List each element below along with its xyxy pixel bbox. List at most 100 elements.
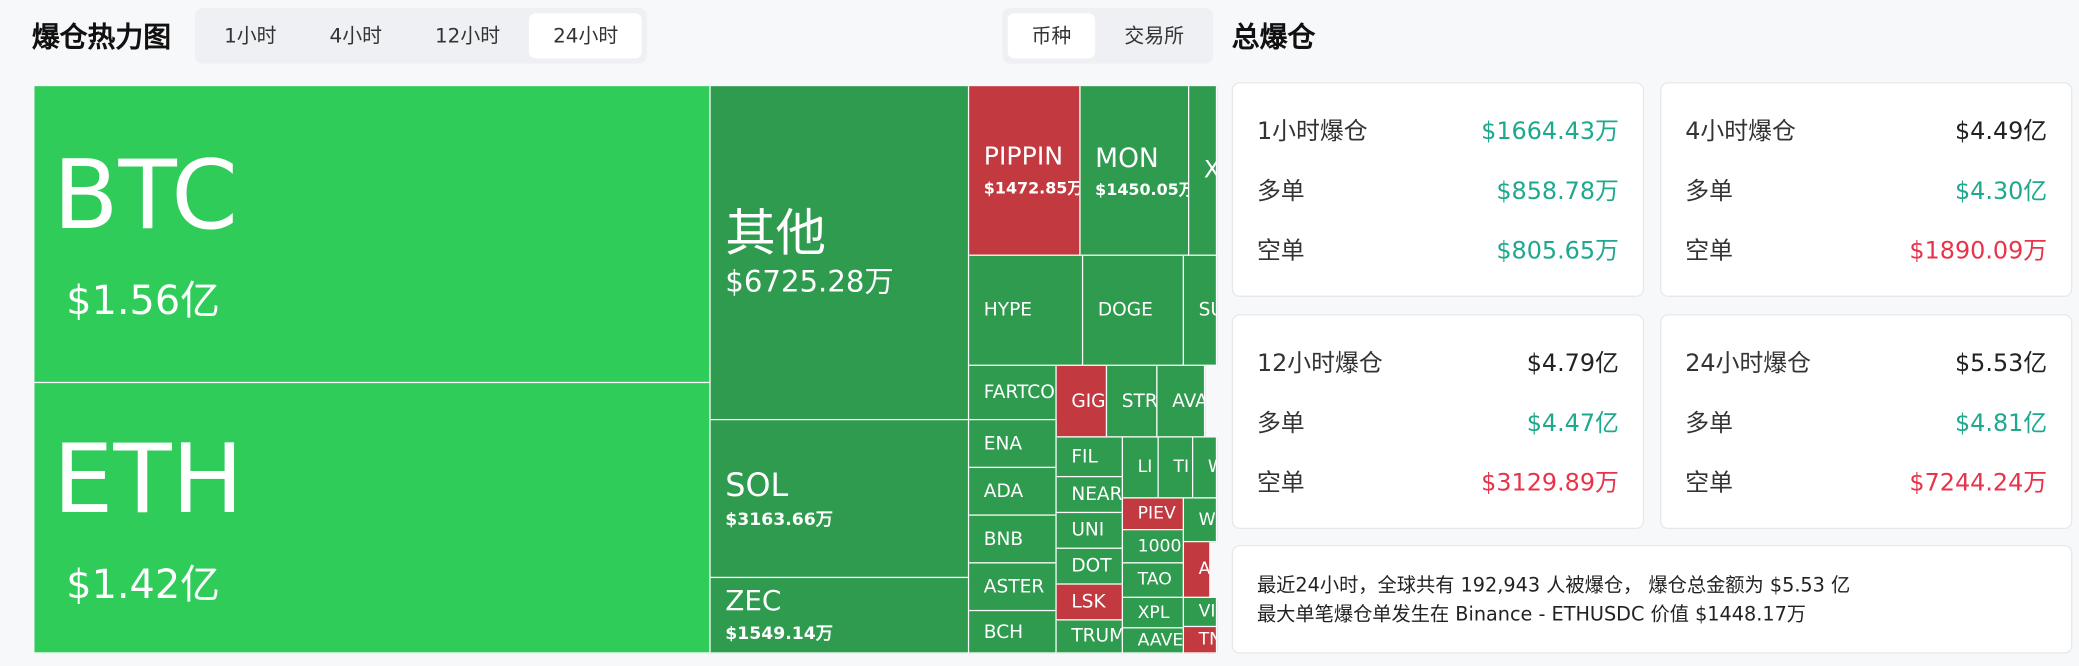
treemap-tile[interactable]: BCH bbox=[969, 611, 1057, 654]
treemap-tile[interactable]: ASTER bbox=[969, 563, 1057, 612]
treemap-tile[interactable]: FARTCOI bbox=[969, 365, 1057, 421]
view-tabs: 币种 交易所 bbox=[1002, 7, 1214, 64]
tile-value: $1450.05万 bbox=[1095, 179, 1190, 199]
stat-label: 空单 bbox=[1256, 237, 1305, 266]
stat-value: $5.53亿 bbox=[1954, 349, 2048, 378]
tile-name: ETH bbox=[53, 422, 244, 534]
tile-name: XPL bbox=[1137, 602, 1170, 623]
treemap-tile[interactable]: ZEC $1549.14万 bbox=[710, 578, 970, 654]
tile-name: BCH bbox=[983, 621, 1024, 643]
treemap-tile[interactable]: SU bbox=[1184, 255, 1218, 366]
treemap-tile[interactable]: 1000 bbox=[1123, 530, 1185, 564]
treemap-tile[interactable]: FIL bbox=[1056, 437, 1124, 478]
treemap-tile[interactable]: TI bbox=[1158, 437, 1194, 499]
tile-name: DOGE bbox=[1097, 299, 1153, 321]
stat-row: 12小时爆仓 $4.79亿 bbox=[1257, 344, 1619, 378]
treemap-tile[interactable]: 其他 $6725.28万 bbox=[710, 86, 970, 421]
tile-name: AAVE bbox=[1137, 630, 1184, 651]
stat-label: 多单 bbox=[1685, 409, 1733, 438]
view-tab[interactable]: 交易所 bbox=[1124, 23, 1185, 48]
time-tabs: 1小时 4小时 12小时 24小时 bbox=[194, 7, 648, 64]
treemap-tile[interactable]: ENA bbox=[969, 420, 1057, 469]
stat-label: 空单 bbox=[1685, 469, 1733, 498]
stat-value: $4.79亿 bbox=[1526, 349, 1619, 378]
treemap-tile[interactable]: ETH $1.42亿 bbox=[34, 383, 711, 654]
stat-row: 多单 $858.78万 bbox=[1257, 172, 1619, 206]
tile-value: $3163.66万 bbox=[725, 509, 834, 530]
page-title: 爆仓热力图 bbox=[31, 21, 172, 54]
stat-row: 1小时爆仓 $1664.43万 bbox=[1257, 112, 1619, 146]
stat-label: 空单 bbox=[1685, 237, 1733, 266]
tile-value: $1.56亿 bbox=[66, 277, 220, 325]
tile-name: X bbox=[1204, 158, 1216, 182]
treemap-tile[interactable]: DOT bbox=[1056, 548, 1124, 585]
stat-label: 多单 bbox=[1256, 409, 1305, 438]
treemap-tile[interactable]: BTC $1.56亿 bbox=[34, 86, 711, 384]
treemap-tile[interactable]: LI bbox=[1123, 437, 1159, 499]
treemap-tile[interactable]: NEAR bbox=[1056, 477, 1124, 514]
treemap-tile[interactable]: XPL bbox=[1123, 597, 1185, 629]
tile-name: PIPPIN bbox=[983, 141, 1064, 172]
stat-card: 4小时爆仓 $4.49亿 多单 $4.30亿 空单 $1890.09万 bbox=[1660, 82, 2073, 297]
treemap-tile[interactable]: TAO bbox=[1123, 563, 1185, 598]
tile-name: HYPE bbox=[983, 299, 1033, 321]
time-tab[interactable]: 24小时 bbox=[529, 13, 643, 59]
stat-value: $4.47亿 bbox=[1526, 409, 1619, 438]
tile-name: 1000 bbox=[1137, 536, 1182, 557]
treemap-tile[interactable]: GIG bbox=[1056, 365, 1108, 438]
treemap-tile[interactable]: HYPE bbox=[969, 255, 1084, 366]
summary: 最近24小时，全球共有 192,943 人被爆仓， 爆仓总金额为 $5.53 亿… bbox=[1231, 544, 2073, 654]
treemap-tile[interactable]: PIPPIN $1472.85万 bbox=[969, 86, 1081, 256]
treemap-tile[interactable]: X bbox=[1189, 86, 1218, 256]
treemap-tile[interactable]: TRUM bbox=[1056, 620, 1124, 654]
tile-name: UNI bbox=[1071, 519, 1105, 541]
treemap-tile[interactable]: AVA bbox=[1157, 365, 1206, 438]
treemap-tile[interactable]: DOGE bbox=[1083, 255, 1185, 366]
tile-name: 其他 bbox=[725, 203, 827, 262]
tile-value: $1472.85万 bbox=[983, 178, 1081, 198]
treemap-tile[interactable]: MON $1450.05万 bbox=[1080, 86, 1190, 256]
treemap-tile[interactable]: UNI bbox=[1056, 513, 1124, 549]
stat-label: 24小时爆仓 bbox=[1685, 349, 1812, 378]
panel-title: 总爆仓 bbox=[1231, 21, 1316, 54]
tile-name: A bbox=[1198, 559, 1211, 580]
tile-name: TRUM bbox=[1071, 625, 1124, 648]
stat-value: $4.30亿 bbox=[1954, 177, 2048, 206]
tile-value: $6725.28万 bbox=[725, 265, 894, 299]
tile-name: LI bbox=[1137, 457, 1153, 478]
tile-name: SU bbox=[1198, 299, 1216, 321]
time-tab[interactable]: 4小时 bbox=[329, 23, 382, 48]
treemap-tile[interactable]: W bbox=[1193, 437, 1218, 499]
view-tab[interactable]: 币种 bbox=[1007, 13, 1096, 59]
tile-name: FIL bbox=[1071, 446, 1098, 468]
treemap-tile[interactable]: AAVE bbox=[1123, 628, 1185, 654]
stat-value: $805.65万 bbox=[1496, 237, 1619, 266]
treemap-tile[interactable]: ADA bbox=[969, 468, 1057, 516]
treemap-tile[interactable]: LSK bbox=[1056, 584, 1124, 621]
treemap-tile[interactable]: TN bbox=[1184, 627, 1218, 654]
stat-label: 多单 bbox=[1685, 177, 1733, 206]
treemap-tile[interactable]: W bbox=[1184, 498, 1218, 543]
stat-row: 空单 $1890.09万 bbox=[1685, 232, 2047, 266]
stat-card: 1小时爆仓 $1664.43万 多单 $858.78万空单 $805.65万 bbox=[1231, 82, 1645, 297]
stat-card: 24小时爆仓 $5.53亿 多单 $4.81亿 空单 $7244.24万 bbox=[1660, 314, 2073, 530]
time-tab[interactable]: 12小时 bbox=[435, 23, 501, 48]
treemap-tile[interactable]: A bbox=[1184, 542, 1211, 598]
treemap-tile[interactable]: VI bbox=[1184, 597, 1218, 628]
summary-line: 最大单笔爆仓单发生在 Binance - ETHUSDC 价值 $1448.17… bbox=[1256, 604, 1807, 626]
tile-name: NEAR bbox=[1071, 483, 1123, 506]
tile-name: MON bbox=[1095, 141, 1159, 174]
stat-label: 1小时爆仓 bbox=[1256, 117, 1368, 146]
stat-value: $1890.09万 bbox=[1909, 237, 2048, 266]
time-tab[interactable]: 1小时 bbox=[224, 23, 277, 48]
tile-name: BTC bbox=[53, 138, 238, 250]
treemap-tile[interactable]: PIEV bbox=[1123, 498, 1185, 531]
stat-label: 多单 bbox=[1256, 177, 1305, 206]
treemap-tile[interactable]: SOL $3163.66万 bbox=[710, 420, 970, 579]
treemap-tile[interactable]: STR bbox=[1107, 365, 1158, 438]
stat-row: 空单 $7244.24万 bbox=[1685, 464, 2047, 498]
stat-value: $4.49亿 bbox=[1954, 117, 2048, 146]
tile-name: ZEC bbox=[725, 584, 782, 617]
treemap-tile[interactable]: BNB bbox=[969, 515, 1057, 564]
